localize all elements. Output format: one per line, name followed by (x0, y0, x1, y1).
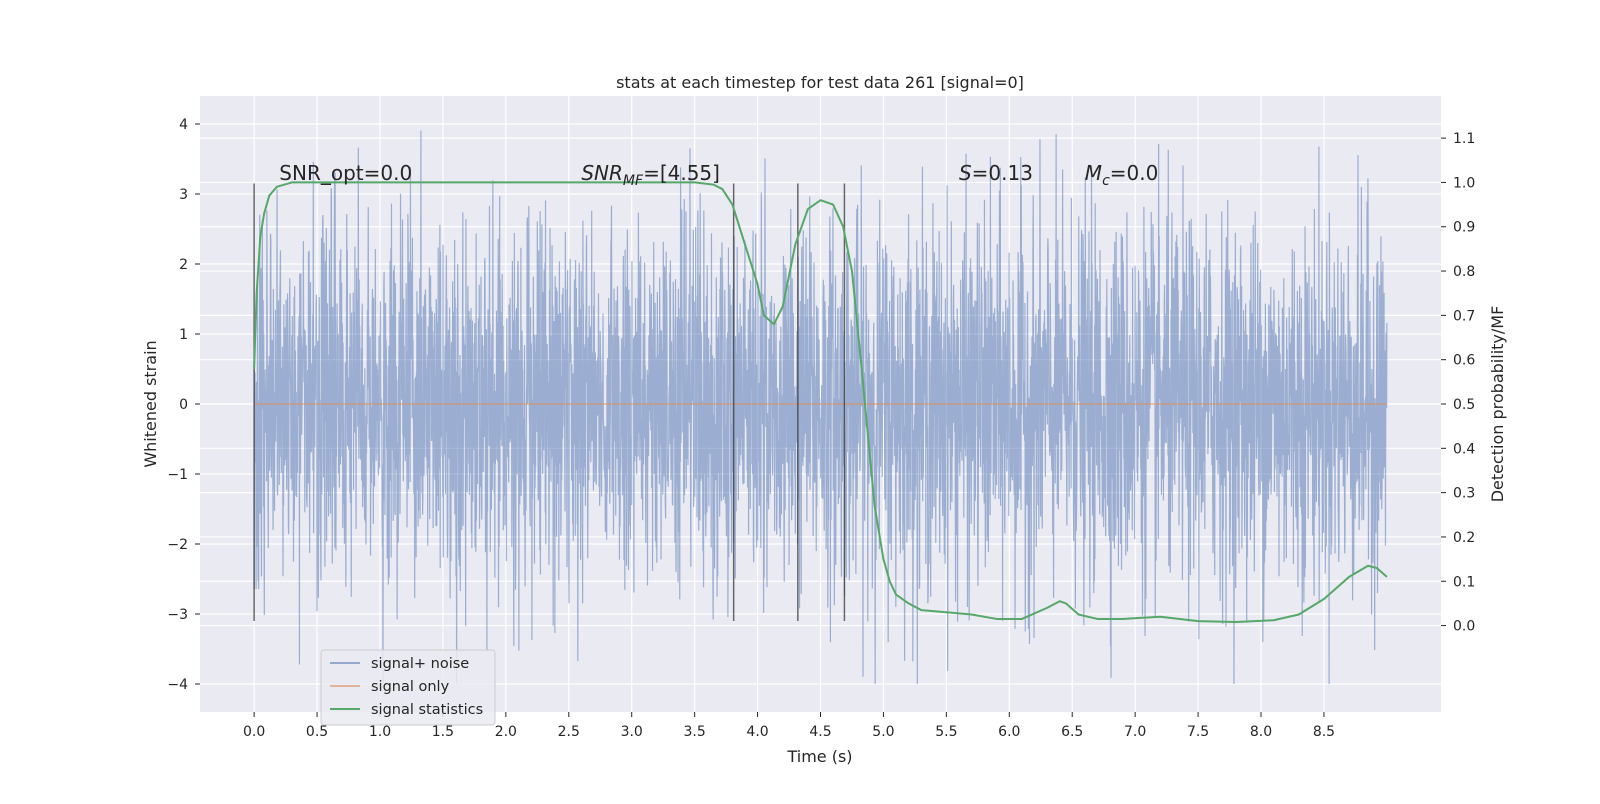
y-right-tick-label-0: 0.0 (1453, 619, 1475, 635)
annotations: SNR_opt=0.0 SNRMF=[4.55] S=0.13 Mc=0.0 (279, 161, 1158, 189)
y-right-tick-label-8: 0.8 (1453, 264, 1475, 280)
y-tick-label-2: −2 (167, 537, 188, 553)
noise-series (253, 130, 1388, 685)
legend-item-signal-statistics: signal statistics (330, 702, 483, 718)
x-tick-label-14: 7.0 (1124, 724, 1146, 740)
y-right-tick-label-4: 0.4 (1453, 441, 1475, 457)
y-tick-label-7: 3 (179, 187, 188, 203)
y-right-ticks: 0.0 0.1 0.2 0.3 0.4 0.5 0.6 0.7 0.8 0.9 1.0 1.1 (1441, 131, 1475, 635)
x-tick-label-3: 1.5 (432, 724, 454, 740)
y-tick-label-3: −1 (167, 467, 188, 483)
legend-item-signal-noise: signal+ noise (330, 656, 469, 672)
annotation-snr-mf: SNRMF=[4.55] (581, 161, 720, 189)
y-right-tick-label-5: 0.5 (1453, 397, 1475, 413)
y-right-tick-label-11: 1.1 (1453, 131, 1475, 147)
x-tick-label-12: 6.0 (998, 724, 1020, 740)
x-tick-label-13: 6.5 (1061, 724, 1083, 740)
x-tick-label-2: 1.0 (369, 724, 391, 740)
annotation-snr-opt: SNR_opt=0.0 (279, 161, 412, 185)
statistics-line (253, 181, 1388, 624)
legend-box (320, 649, 496, 726)
y-axis-label: Whitened strain (141, 340, 160, 467)
noise-series-line (253, 130, 1388, 685)
x-tick-label-17: 8.5 (1313, 724, 1335, 740)
y-tick-label-4: 0 (179, 397, 188, 413)
x-tick-label-11: 5.5 (935, 724, 957, 740)
y-right-tick-label-2: 0.2 (1453, 530, 1475, 546)
annotation-mc-value-subscript: c (1102, 173, 1110, 189)
legend-label-signal-only: signal only (371, 679, 450, 695)
x-tick-label-5: 2.5 (558, 724, 580, 740)
annotation-snr-mf-value: =[4.55] (643, 161, 720, 185)
y-tick-label-8: 4 (179, 117, 188, 133)
x-tick-label-7: 3.5 (684, 724, 706, 740)
annotation-s-value: S=0.13 (959, 161, 1033, 185)
legend: signal+ noise signal only signal statist… (320, 649, 496, 726)
legend-label-signal-noise: signal+ noise (371, 656, 469, 672)
annotation-snr-mf-symbol: SNR (581, 161, 623, 185)
y-ticks: −4 −3 −2 −1 0 1 2 3 4 (167, 117, 200, 693)
x-axis-label: Time (s) (786, 747, 852, 766)
y-tick-label-6: 2 (179, 257, 188, 273)
annotation-mc-value: Mc=0.0 (1085, 161, 1159, 189)
y-axis-right-label: Detection probability/MF (1488, 306, 1507, 503)
annotation-snr-opt-symbol: SNR_opt (279, 161, 363, 185)
x-tick-label-16: 8.0 (1250, 724, 1272, 740)
y-right-tick-label-1: 0.1 (1453, 574, 1475, 590)
annotation-snr-opt-value: =0.0 (364, 161, 413, 185)
y-tick-label-0: −4 (167, 677, 188, 693)
statistics-series (253, 181, 1388, 624)
chart-title: stats at each timestep for test data 261… (616, 73, 1024, 92)
y-right-tick-label-3: 0.3 (1453, 486, 1475, 502)
legend-item-signal-only: signal only (330, 679, 450, 695)
y-right-tick-label-9: 0.9 (1453, 220, 1475, 236)
y-right-tick-label-10: 1.0 (1453, 175, 1475, 191)
x-tick-label-10: 5.0 (872, 724, 894, 740)
x-tick-label-8: 4.0 (746, 724, 768, 740)
vertical-markers (253, 183, 846, 621)
legend-label-signal-statistics: signal statistics (371, 702, 483, 718)
annotation-s-value-symbol: S (959, 161, 972, 185)
x-tick-label-6: 3.0 (621, 724, 643, 740)
y-right-tick-label-6: 0.6 (1453, 353, 1475, 369)
x-tick-label-0: 0.0 (243, 724, 265, 740)
x-tick-label-1: 0.5 (306, 724, 328, 740)
y-right-tick-label-7: 0.7 (1453, 308, 1475, 324)
x-tick-label-4: 2.0 (495, 724, 517, 740)
annotation-s-value-value: =0.13 (972, 161, 1033, 185)
x-tick-label-15: 7.5 (1187, 724, 1209, 740)
x-tick-label-9: 4.5 (809, 724, 831, 740)
x-ticks: 0.0 0.5 1.0 1.5 2.0 2.5 3.0 3.5 4.0 4.5 5.0 5.5 6.0 6… (243, 712, 1335, 740)
annotation-mc-value-symbol: M (1085, 161, 1102, 185)
annotation-mc-value-value: =0.0 (1110, 161, 1159, 185)
y-tick-label-5: 1 (179, 327, 188, 343)
annotation-snr-mf-subscript: MF (623, 173, 644, 189)
y-tick-label-1: −3 (167, 607, 188, 623)
